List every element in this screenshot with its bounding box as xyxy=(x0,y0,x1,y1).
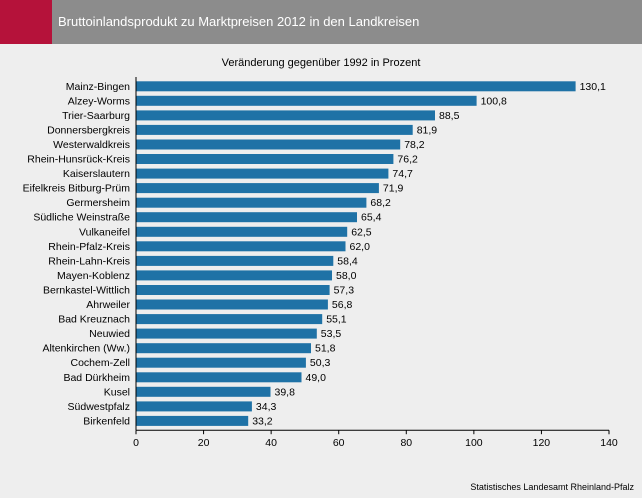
bar xyxy=(136,183,379,194)
category-label: Vulkaneifel xyxy=(79,226,130,238)
value-label: 62,0 xyxy=(350,241,371,253)
category-label: Bernkastel-Wittlich xyxy=(43,285,130,297)
bar xyxy=(136,241,346,252)
x-tick-label: 0 xyxy=(133,437,139,449)
bar xyxy=(136,401,252,412)
value-label: 53,5 xyxy=(321,328,342,340)
value-label: 74,7 xyxy=(392,168,413,180)
header-bar: Bruttoinlandsprodukt zu Marktpreisen 201… xyxy=(0,0,642,44)
bar xyxy=(136,154,394,164)
bar xyxy=(136,299,328,310)
category-label: Birkenfeld xyxy=(83,415,130,427)
category-label: Bad Kreuznach xyxy=(58,314,130,326)
category-label: Alzey-Worms xyxy=(68,95,130,107)
category-label: Südwestpfalz xyxy=(68,401,130,413)
category-label: Eifelkreis Bitburg-Prüm xyxy=(23,183,131,195)
bar xyxy=(136,168,389,179)
value-label: 55,1 xyxy=(326,314,347,326)
x-tick-label: 140 xyxy=(600,437,618,449)
x-tick-label: 80 xyxy=(400,437,412,449)
bar xyxy=(136,81,576,92)
category-label: Neuwied xyxy=(89,328,130,340)
category-label: Cochem-Zell xyxy=(70,357,130,369)
bar xyxy=(136,226,348,237)
bar xyxy=(136,124,413,135)
category-label: Kusel xyxy=(104,386,130,398)
bar xyxy=(136,197,367,208)
bar xyxy=(136,95,477,106)
bar xyxy=(136,328,317,339)
value-label: 50,3 xyxy=(310,357,331,369)
value-label: 33,2 xyxy=(252,415,273,427)
value-label: 100,8 xyxy=(481,95,507,107)
category-label: Germersheim xyxy=(66,197,130,209)
value-label: 71,9 xyxy=(383,183,404,195)
value-label: 51,8 xyxy=(315,343,336,355)
value-label: 65,4 xyxy=(361,212,382,224)
category-label: Ahrweiler xyxy=(86,299,130,311)
category-label: Altenkirchen (Ww.) xyxy=(42,343,130,355)
x-tick-label: 60 xyxy=(333,437,345,449)
category-label: Südliche Weinstraße xyxy=(33,212,130,224)
x-tick-label: 100 xyxy=(465,437,483,449)
value-label: 57,3 xyxy=(334,285,355,297)
value-label: 58,4 xyxy=(337,255,358,267)
bar xyxy=(136,372,302,383)
value-label: 39,8 xyxy=(275,386,296,398)
value-label: 130,1 xyxy=(580,81,606,93)
x-tick-label: 40 xyxy=(265,437,277,449)
value-label: 62,5 xyxy=(351,226,372,238)
category-label: Kaiserslautern xyxy=(63,168,130,180)
category-label: Mainz-Bingen xyxy=(66,81,130,93)
category-label: Rhein-Lahn-Kreis xyxy=(48,255,130,267)
bar xyxy=(136,285,330,295)
category-label: Westerwaldkreis xyxy=(53,139,130,151)
header-accent xyxy=(0,0,52,44)
value-label: 88,5 xyxy=(439,110,460,122)
chart-title: Bruttoinlandsprodukt zu Marktpreisen 201… xyxy=(58,14,420,29)
category-label: Bad Dürkheim xyxy=(63,372,130,384)
category-label: Trier-Saarburg xyxy=(62,110,130,122)
bar xyxy=(136,415,249,426)
bar xyxy=(136,270,332,281)
value-label: 49,0 xyxy=(306,372,327,384)
value-label: 68,2 xyxy=(370,197,391,209)
x-tick-label: 120 xyxy=(533,437,551,449)
value-label: 78,2 xyxy=(404,139,425,151)
category-label: Donnersbergkreis xyxy=(47,124,130,136)
bar xyxy=(136,110,435,121)
value-label: 81,9 xyxy=(417,124,438,136)
value-label: 76,2 xyxy=(397,154,418,166)
category-label: Rhein-Pfalz-Kreis xyxy=(48,241,130,253)
bar xyxy=(136,255,334,266)
bar xyxy=(136,314,323,325)
value-label: 56,8 xyxy=(332,299,353,311)
source-note: Statistisches Landesamt Rheinland-Pfalz xyxy=(470,482,634,492)
category-label: Rhein-Hunsrück-Kreis xyxy=(27,154,130,166)
bar xyxy=(136,139,401,150)
value-label: 34,3 xyxy=(256,401,277,413)
bar xyxy=(136,343,311,354)
value-label: 58,0 xyxy=(336,270,357,282)
bar xyxy=(136,386,271,397)
bar xyxy=(136,212,357,223)
chart-subtitle: Veränderung gegenüber 1992 in Prozent xyxy=(221,57,421,69)
x-tick-label: 20 xyxy=(198,437,210,449)
category-label: Mayen-Koblenz xyxy=(57,270,130,282)
bar xyxy=(136,357,306,368)
